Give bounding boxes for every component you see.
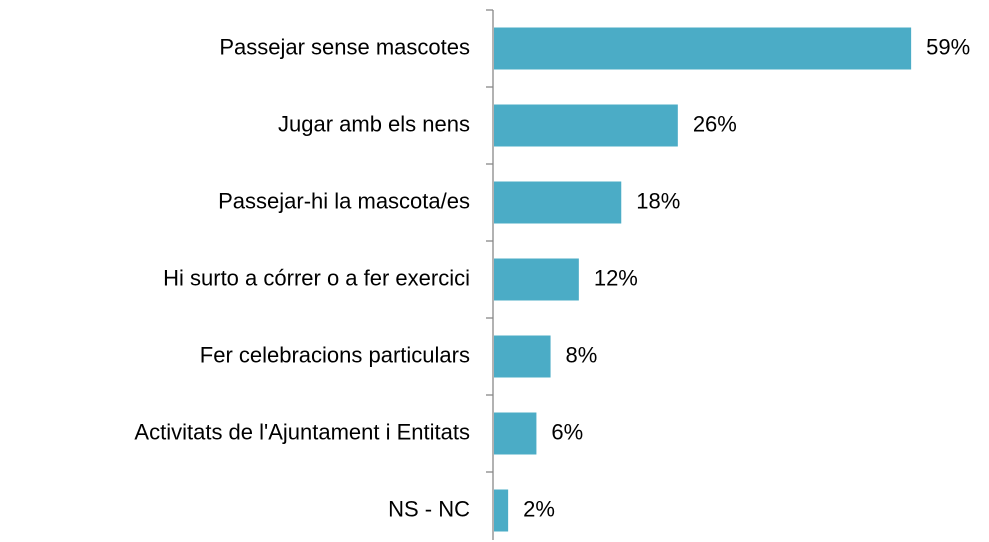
value-label: 2% [523,496,555,521]
bar [494,335,551,378]
bar [494,489,509,532]
value-label: 12% [594,265,638,290]
bar [494,27,912,70]
bar [494,181,622,224]
value-label: 8% [566,342,598,367]
value-label: 26% [693,111,737,136]
value-label: 6% [551,419,583,444]
category-label: Activitats de l'Ajuntament i Entitats [134,419,470,444]
category-label: Passejar-hi la mascota/es [218,188,470,213]
value-label: 18% [636,188,680,213]
category-label: Jugar amb els nens [278,111,470,136]
category-label: Hi surto a córrer o a fer exercici [163,265,470,290]
bar [494,104,678,147]
bar [494,412,537,455]
bar [494,258,579,301]
value-label: 59% [926,34,970,59]
category-label: Passejar sense mascotes [219,34,470,59]
category-label: Fer celebracions particulars [200,342,470,367]
category-label: NS - NC [388,496,470,521]
